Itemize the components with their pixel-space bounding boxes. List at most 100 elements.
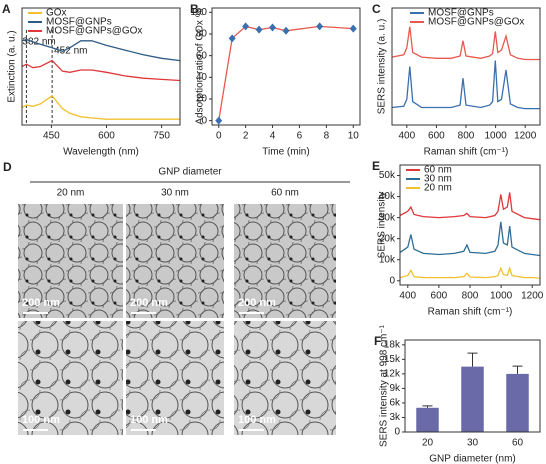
legend-label: MOSF@GNPs@GOx (428, 17, 524, 28)
scale-label: 200 nm (22, 297, 60, 309)
legend-label: 60 nm (424, 165, 452, 176)
panel-label: E (372, 159, 380, 173)
x-tick-label: 0 (216, 131, 222, 142)
legend-label: 20 nm (424, 183, 452, 194)
y-tick-label: 12k (384, 369, 401, 380)
series-line (218, 25, 354, 121)
tem-image (18, 204, 123, 318)
x-tick-label: 450 (43, 131, 60, 142)
marker (242, 22, 250, 31)
panel-label: C (372, 2, 381, 16)
y-axis-label: SERS intensity (377, 192, 388, 259)
x-tick-label: 400 (399, 291, 416, 302)
x-tick-label: 750 (153, 131, 170, 142)
bar (506, 373, 529, 432)
series-line (399, 192, 541, 221)
x-tick-label: 800 (462, 291, 479, 302)
y-tick-label: 6k (389, 398, 401, 409)
y-tick-label: 100 (190, 7, 207, 18)
x-tick-label: 20 (422, 438, 434, 449)
series-line (399, 221, 541, 257)
series-line (399, 266, 541, 279)
y-tick-label: 80 (196, 29, 208, 40)
x-tick-label: 6 (297, 131, 303, 142)
tem-image (234, 321, 336, 435)
panel-label: B (190, 2, 199, 16)
x-tick-label: 4 (270, 131, 276, 142)
bar (461, 366, 484, 432)
x-tick-label: 2 (243, 131, 249, 142)
x-tick-label: 1000 (490, 291, 513, 302)
x-tick-label: 30 (467, 438, 479, 449)
y-tick-label: 40k (379, 191, 396, 202)
x-axis-label: Wavelength (nm) (63, 147, 139, 158)
x-tick-label: 1200 (514, 131, 537, 142)
y-tick-label: 15k (384, 354, 401, 365)
marker (316, 22, 324, 31)
y-tick-label: 30k (379, 212, 396, 223)
legend-label: MOSF@GNPs (428, 8, 494, 19)
y-tick-label: 10k (379, 254, 396, 265)
marker (349, 24, 357, 33)
y-tick-label: 50k (379, 170, 396, 181)
tem-image (18, 321, 123, 435)
x-tick-label: 600 (428, 131, 445, 142)
x-tick-label: 1000 (484, 131, 507, 142)
x-tick-label: 10 (348, 131, 360, 142)
y-tick-label: 18k (384, 339, 401, 350)
y-axis-label: Adsorption ratio of GOx % (195, 8, 206, 124)
y-axis-label: SERS intensity at 998 cm⁻¹ (379, 324, 390, 447)
column-label: 30 nm (161, 188, 189, 199)
x-tick-label: 60 (512, 438, 524, 449)
error-bar (512, 365, 523, 374)
x-tick-label: 600 (431, 291, 448, 302)
y-tick-label: 0 (394, 427, 400, 438)
y-axis-label: Extinction (a. u.) (7, 30, 18, 102)
panel-label: D (3, 160, 12, 174)
panel-label: F (374, 334, 381, 348)
y-tick-label: 3k (389, 412, 401, 423)
x-tick-label: 600 (98, 131, 115, 142)
tem-image (126, 204, 224, 318)
x-axis-label: Raman shift (cm⁻¹) (428, 307, 513, 318)
tem-image (234, 204, 336, 318)
axes-frame (21, 7, 181, 126)
y-tick-label: 9k (389, 383, 401, 394)
y-tick-label: 20 (196, 94, 208, 105)
scale-label: 100 nm (22, 414, 60, 426)
column-label: 60 nm (271, 188, 299, 199)
marker (282, 26, 290, 35)
x-tick-label: 8 (324, 131, 330, 142)
y-tick-label: 60 (196, 50, 208, 61)
axes-frame (399, 164, 541, 286)
x-tick-label: 800 (458, 131, 475, 142)
annotation: 452 nm (54, 46, 87, 57)
scale-label: 100 nm (130, 414, 168, 426)
x-axis-label: Raman shift (cm⁻¹) (424, 147, 509, 158)
error-bar (422, 405, 433, 408)
y-tick-label: 20k (379, 233, 396, 244)
y-axis-label: SERS intensity (a. u.) (377, 19, 388, 115)
scale-label: 200 nm (130, 297, 168, 309)
legend-label: MOSF@GNPs@GOx (46, 26, 142, 37)
error-bar (467, 352, 478, 367)
legend-label: MOSF@GNPs (46, 17, 112, 28)
axes-frame (391, 7, 541, 126)
tem-title: GNP diameter (158, 167, 222, 178)
legend-label: 30 nm (424, 174, 452, 185)
x-tick-label: 400 (398, 131, 415, 142)
y-tick-label: 40 (196, 72, 208, 83)
scale-label: 100 nm (238, 414, 276, 426)
x-tick-label: 1200 (521, 291, 544, 302)
scale-label: 200 nm (238, 297, 276, 309)
marker (215, 116, 223, 125)
annotation: 382 nm (22, 37, 55, 48)
marker (269, 23, 277, 32)
series-line (391, 60, 540, 110)
series-line (21, 59, 181, 82)
axes-frame (211, 7, 361, 126)
legend-label: GOx (46, 8, 67, 19)
series-line (21, 94, 180, 120)
tem-image (126, 321, 224, 435)
